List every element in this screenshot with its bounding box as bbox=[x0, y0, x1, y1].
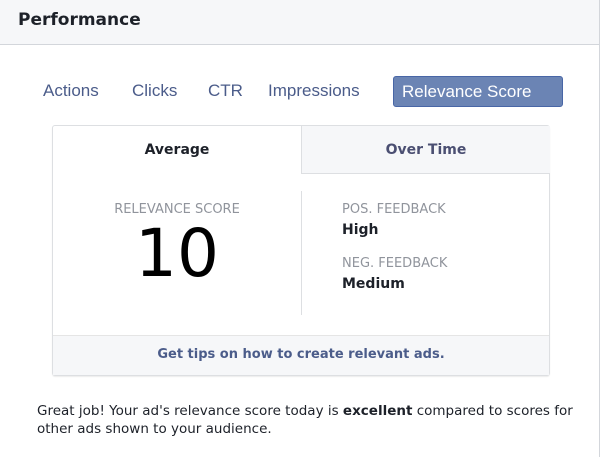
tips-link[interactable]: Get tips on how to create relevant ads. bbox=[53, 335, 549, 375]
message-text-end: compared to scores for other ads shown t… bbox=[37, 403, 573, 437]
relevance-card: Average Over Time RELEVANCE SCORE 10 POS… bbox=[52, 125, 550, 376]
tab-over-time[interactable]: Over Time bbox=[301, 126, 550, 174]
message-emphasis: excellent bbox=[342, 403, 413, 419]
tab-relevance-score[interactable]: Relevance Score bbox=[393, 76, 563, 107]
relevance-score-label: RELEVANCE SCORE bbox=[114, 202, 240, 217]
pos-feedback-value: High bbox=[342, 222, 379, 238]
tab-impressions[interactable]: Impressions bbox=[268, 81, 360, 100]
message-text: Great job! Your ad's relevance score tod… bbox=[37, 403, 343, 419]
tab-ctr[interactable]: CTR bbox=[208, 81, 243, 100]
tab-clicks[interactable]: Clicks bbox=[132, 81, 178, 100]
panel-header: Performance bbox=[0, 0, 600, 45]
relevance-score-value: 10 bbox=[135, 215, 219, 292]
tab-actions[interactable]: Actions bbox=[43, 81, 99, 100]
panel-border bbox=[599, 0, 600, 457]
tab-average[interactable]: Average bbox=[144, 142, 210, 158]
pos-feedback-label: POS. FEEDBACK bbox=[342, 202, 446, 217]
score-message: Great job! Your ad's relevance score tod… bbox=[37, 402, 604, 438]
divider bbox=[301, 191, 302, 315]
panel-title: Performance bbox=[18, 10, 141, 30]
neg-feedback-value: Medium bbox=[342, 276, 405, 292]
neg-feedback-label: NEG. FEEDBACK bbox=[342, 256, 448, 271]
